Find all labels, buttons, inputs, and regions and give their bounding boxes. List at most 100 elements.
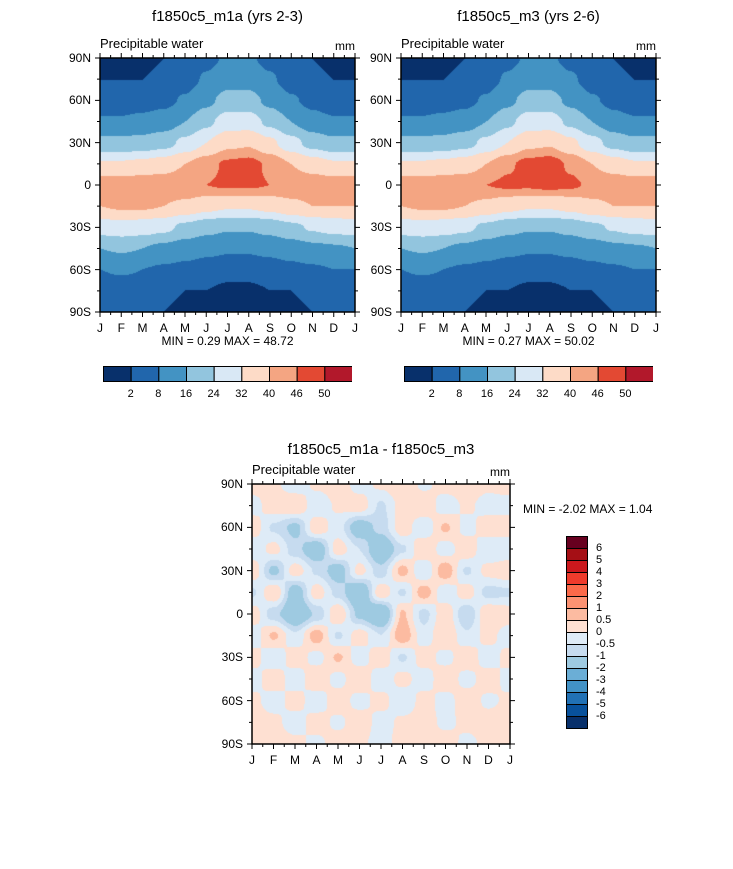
x-tick-label: D [484,753,493,767]
x-tick-label: J [398,321,404,335]
panel-title: f1850c5_m1a (yrs 2-3) [152,8,303,25]
colorbar-tick-label: 5 [596,554,603,566]
panel-diff: f1850c5_m1a - f1850c5_m3 Precipitable wa… [221,441,652,767]
colorbar-tick-label: 46 [290,388,303,400]
colorbar-tick-label: -6 [596,710,606,722]
colorbar-tick-label: -1 [596,650,606,662]
units-label: mm [335,39,355,53]
x-tick-label: J [378,753,384,767]
x-tick-label: M [180,321,190,335]
x-tick-label: O [440,753,451,767]
y-tick-label: 60S [221,693,243,708]
colorbar-m1a: 2 8 16 24 32 40 46 50 [103,366,353,400]
x-tick-label: J [525,321,532,335]
y-tick-label: 60N [220,520,243,535]
x-tick-label: J [352,321,358,335]
y-tick-label: 90N [220,477,243,491]
x-tick-label: A [545,321,554,335]
panel-m3: f1850c5_m3 (yrs 2-6) Precipitable water … [370,8,661,400]
y-tick-label: 30N [220,563,243,578]
contour-field-m3 [401,58,656,312]
y-tick-label: 90S [69,305,91,319]
x-tick-label: A [159,321,168,335]
y-tick-label: 90S [221,737,243,751]
y-tick-label: 0 [84,178,91,192]
x-tick-label: A [312,753,321,767]
minmax-stats: MIN = 0.27 MAX = 50.02 [462,334,595,348]
x-tick-label: M [333,753,343,767]
y-tick-label: 0 [385,178,392,192]
y-tick-label: 60N [68,93,91,108]
panel-title: f1850c5_m1a - f1850c5_m3 [287,441,475,458]
x-tick-label: D [329,321,339,335]
x-tick-label: F [418,321,426,335]
x-tick-label: O [587,321,597,335]
x-tick-label: J [507,753,513,767]
colorbar-tick-label: 8 [155,388,162,400]
colorbar-tick-label: 1 [596,602,603,614]
colorbar-swatches [404,366,654,382]
x-tick-label: M [137,321,148,335]
colorbar-diff: 6 5 4 3 2 1 0.5 0 -0.5 -1 -2 -3 -4 -5 -6 [566,536,615,734]
colorbar-tick-label: 2 [127,388,134,400]
x-tick-label: J [224,321,231,335]
x-tick-label: N [462,753,472,767]
panel-m1a: f1850c5_m1a (yrs 2-3) Precipitable water… [69,8,360,400]
x-tick-label: M [290,753,300,767]
x-tick-label: S [419,753,429,767]
x-tick-label: A [460,321,469,335]
y-tick-label: 60N [369,93,392,108]
x-tick-label: F [269,753,278,767]
minmax-stats: MIN = -2.02 MAX = 1.04 [523,502,653,516]
x-tick-label: J [97,321,103,335]
contour-field-diff [252,484,510,744]
units-label: mm [490,465,510,479]
colorbar-tick-label: -3 [596,674,606,686]
colorbar-tick-label: -0.5 [596,638,615,650]
colorbar-tick-label: 50 [318,388,331,400]
colorbar-tick-label: 46 [591,388,604,400]
y-tick-label: 90N [68,51,91,65]
minmax-stats: MIN = 0.29 MAX = 48.72 [161,334,294,348]
units-label: mm [636,39,656,53]
colorbar-tick-label: 0 [596,626,603,638]
x-tick-label: M [438,321,449,335]
x-tick-label: N [609,321,618,335]
y-tick-label: 30S [221,650,243,665]
x-tick-label: A [244,321,253,335]
colorbar-swatches [566,536,588,729]
colorbar-tick-label: 8 [456,388,463,400]
x-tick-label: N [308,321,317,335]
x-tick-label: J [504,321,511,335]
colorbar-tick-label: 16 [179,388,193,400]
x-tick-label: J [653,321,659,335]
x-tick-label: D [630,321,640,335]
colorbar-tick-label: 50 [619,388,632,400]
x-tick-label: S [566,321,576,335]
contour-field-m1a [100,58,355,312]
x-tick-label: J [356,753,363,767]
x-tick-label: S [265,321,275,335]
y-tick-label: 0 [236,607,243,621]
colorbar-tick-label: 6 [596,542,603,554]
colorbar-swatches [103,366,353,382]
y-tick-label: 60S [370,262,392,277]
x-tick-label: J [249,753,255,767]
colorbar-tick-label: 3 [596,578,603,590]
y-tick-label: 30N [369,135,392,150]
x-tick-label: A [398,753,407,767]
field-label: Precipitable water [100,36,204,51]
colorbar-tick-label: 16 [480,388,494,400]
y-tick-label: 60S [69,262,91,277]
x-tick-label: F [117,321,125,335]
colorbar-tick-label: 32 [536,388,549,400]
colorbar-tick-label: -2 [596,662,606,674]
colorbar-tick-label: 2 [596,590,603,602]
y-tick-label: 90N [369,51,392,65]
colorbar-tick-label: 32 [235,388,248,400]
field-label: Precipitable water [401,36,505,51]
colorbar-tick-label: -5 [596,698,606,710]
colorbar-tick-label: -4 [596,686,606,698]
x-tick-label: J [203,321,210,335]
